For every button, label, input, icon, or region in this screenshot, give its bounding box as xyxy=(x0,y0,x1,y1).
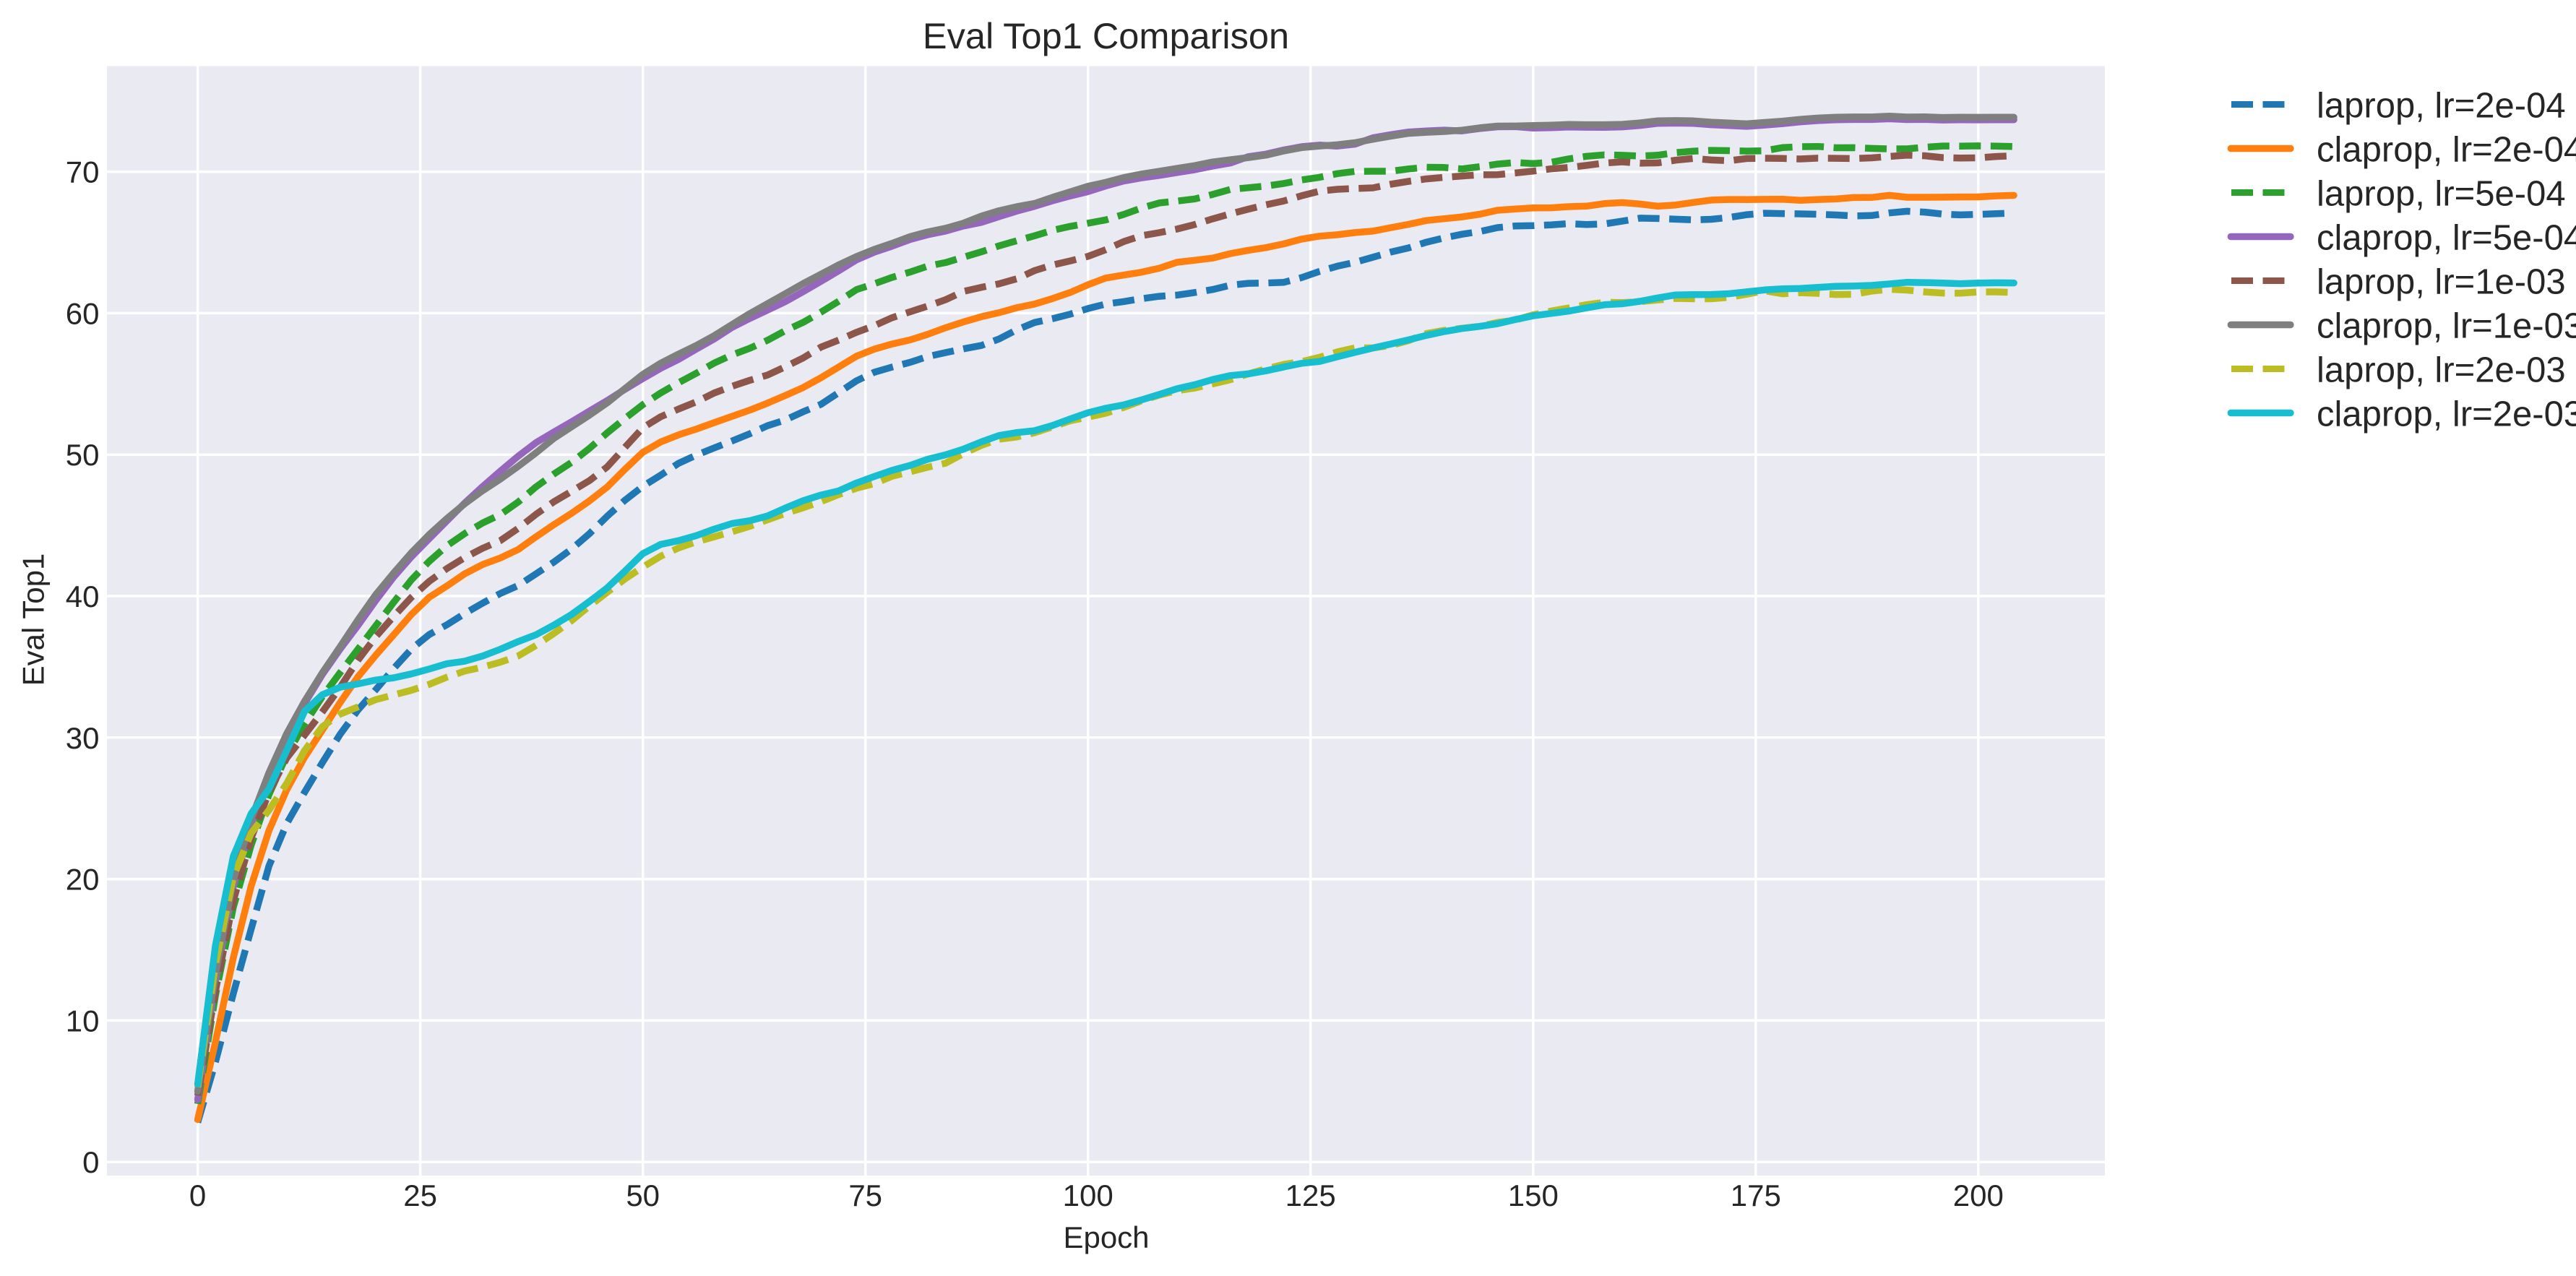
svg-text:Eval Top1: Eval Top1 xyxy=(17,553,51,686)
svg-text:20: 20 xyxy=(66,863,100,897)
svg-text:60: 60 xyxy=(66,296,100,330)
svg-text:125: 125 xyxy=(1285,1178,1336,1212)
svg-text:laprop, lr=5e-04: laprop, lr=5e-04 xyxy=(2317,175,2566,214)
svg-text:laprop, lr=1e-03: laprop, lr=1e-03 xyxy=(2317,263,2566,302)
svg-text:claprop, lr=2e-03: claprop, lr=2e-03 xyxy=(2317,395,2576,434)
svg-text:claprop, lr=1e-03: claprop, lr=1e-03 xyxy=(2317,307,2576,346)
svg-text:Eval Top1 Comparison: Eval Top1 Comparison xyxy=(923,15,1289,56)
svg-text:claprop, lr=5e-04: claprop, lr=5e-04 xyxy=(2317,219,2576,258)
svg-text:0: 0 xyxy=(189,1178,206,1212)
svg-text:0: 0 xyxy=(82,1145,99,1179)
svg-text:175: 175 xyxy=(1731,1178,1781,1212)
svg-text:75: 75 xyxy=(848,1178,882,1212)
svg-text:claprop, lr=2e-04: claprop, lr=2e-04 xyxy=(2317,131,2576,170)
svg-text:200: 200 xyxy=(1953,1178,2004,1212)
svg-text:40: 40 xyxy=(66,579,100,613)
svg-text:laprop, lr=2e-04: laprop, lr=2e-04 xyxy=(2317,87,2566,126)
svg-text:Epoch: Epoch xyxy=(1063,1220,1149,1254)
svg-text:30: 30 xyxy=(66,721,100,755)
svg-text:150: 150 xyxy=(1508,1178,1559,1212)
svg-text:50: 50 xyxy=(66,438,100,472)
svg-text:70: 70 xyxy=(66,155,100,189)
svg-text:100: 100 xyxy=(1063,1178,1113,1212)
svg-text:10: 10 xyxy=(66,1004,100,1038)
svg-text:50: 50 xyxy=(626,1178,660,1212)
svg-text:25: 25 xyxy=(403,1178,437,1212)
svg-text:laprop, lr=2e-03: laprop, lr=2e-03 xyxy=(2317,351,2566,390)
